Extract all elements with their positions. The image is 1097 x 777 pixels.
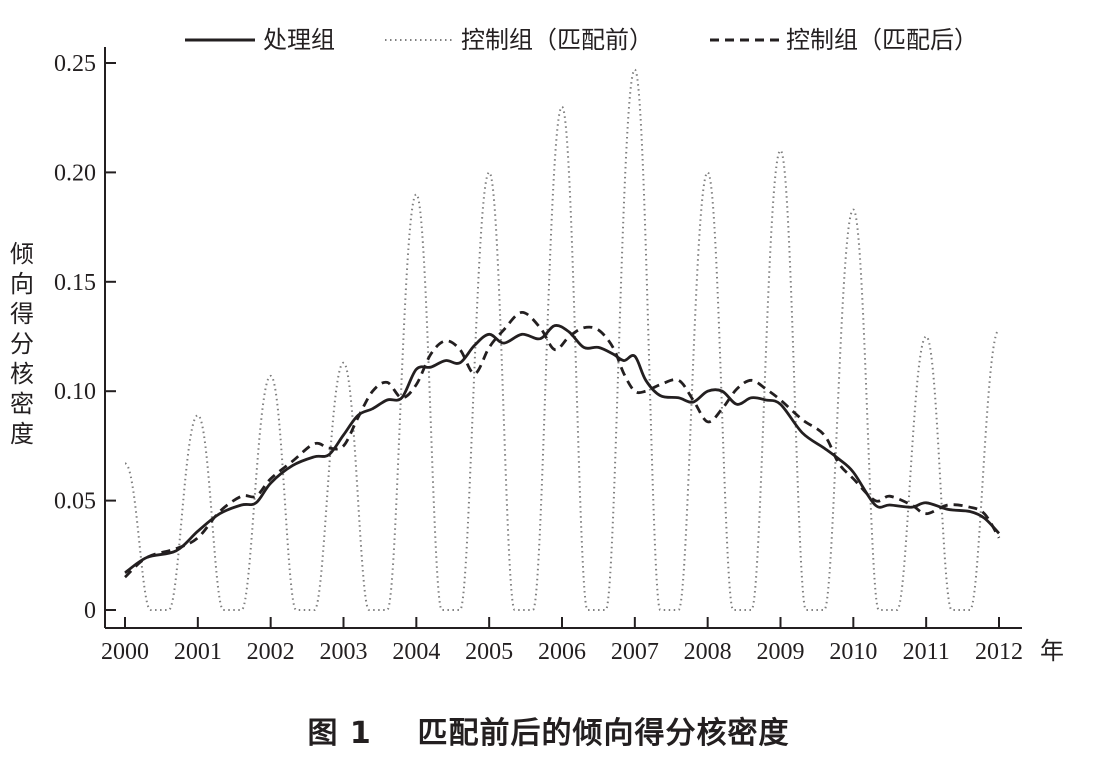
y-tick-label: 0.15: [54, 270, 96, 296]
x-axis-unit: 年: [1040, 637, 1064, 665]
y-tick-label: 0.10: [54, 379, 96, 405]
x-tick-label: 2003: [320, 639, 368, 665]
y-axis-label: 倾向得分核密度: [10, 240, 34, 448]
x-tick-label: 2012: [975, 639, 1023, 665]
figure-caption: 图 1 匹配前后的倾向得分核密度: [0, 708, 1097, 752]
x-tick-label: 2002: [247, 639, 295, 665]
figure-number: 图 1: [307, 716, 372, 751]
legend-label-control-after: 控制组（匹配后）: [786, 26, 978, 54]
y-tick-label: 0.25: [54, 51, 96, 77]
x-tick-label: 2010: [829, 639, 877, 665]
x-tick-label: 2004: [392, 639, 440, 665]
x-ticks: 2000 2001 2002 2003 2004 2005 2006 2007 2008 2009…: [101, 617, 1023, 665]
legend-label-treatment: 处理组: [263, 26, 335, 54]
kernel-density-chart: 00.050.100.150.200.25 2000 2001 2002 2003 20…: [10, 26, 1064, 665]
y-axis-label-char: 核: [10, 360, 34, 388]
x-tick-label: 2000: [101, 639, 149, 665]
series-control-before-line: [124, 68, 1000, 611]
x-tick-label: 2006: [538, 639, 586, 665]
series-treatment-line: [124, 324, 1001, 574]
figure-title: 匹配前后的倾向得分核密度: [417, 716, 790, 751]
series-control-after-line: [124, 311, 1001, 579]
legend: 处理组 控制组（匹配前） 控制组（匹配后）: [185, 26, 978, 54]
x-tick-label: 2008: [684, 639, 732, 665]
x-tick-label: 2005: [465, 639, 513, 665]
y-axis-label-char: 密: [10, 390, 34, 418]
x-tick-label: 2007: [611, 639, 659, 665]
y-tick-label: 0.05: [54, 489, 96, 515]
caption-gap: [372, 716, 418, 751]
series-layer: [124, 68, 1001, 611]
y-axis-label-char: 度: [10, 420, 34, 448]
y-axis-label-char: 向: [10, 270, 34, 298]
y-ticks: 0 0.05 0.10 0.15 0.20 0.25: [54, 51, 116, 624]
y-axis-label-char: 得: [10, 300, 34, 328]
legend-label-control-before: 控制组（匹配前）: [461, 26, 653, 54]
axes: [104, 47, 1022, 629]
x-tick-label: 2009: [757, 639, 805, 665]
y-tick-label: 0.20: [54, 160, 96, 186]
y-tick-label: 0: [84, 598, 96, 624]
y-axis-label-char: 分: [10, 330, 34, 358]
x-tick-label: 2001: [174, 639, 222, 665]
x-tick-label: 2011: [903, 639, 950, 665]
y-axis-label-char: 倾: [10, 240, 34, 268]
